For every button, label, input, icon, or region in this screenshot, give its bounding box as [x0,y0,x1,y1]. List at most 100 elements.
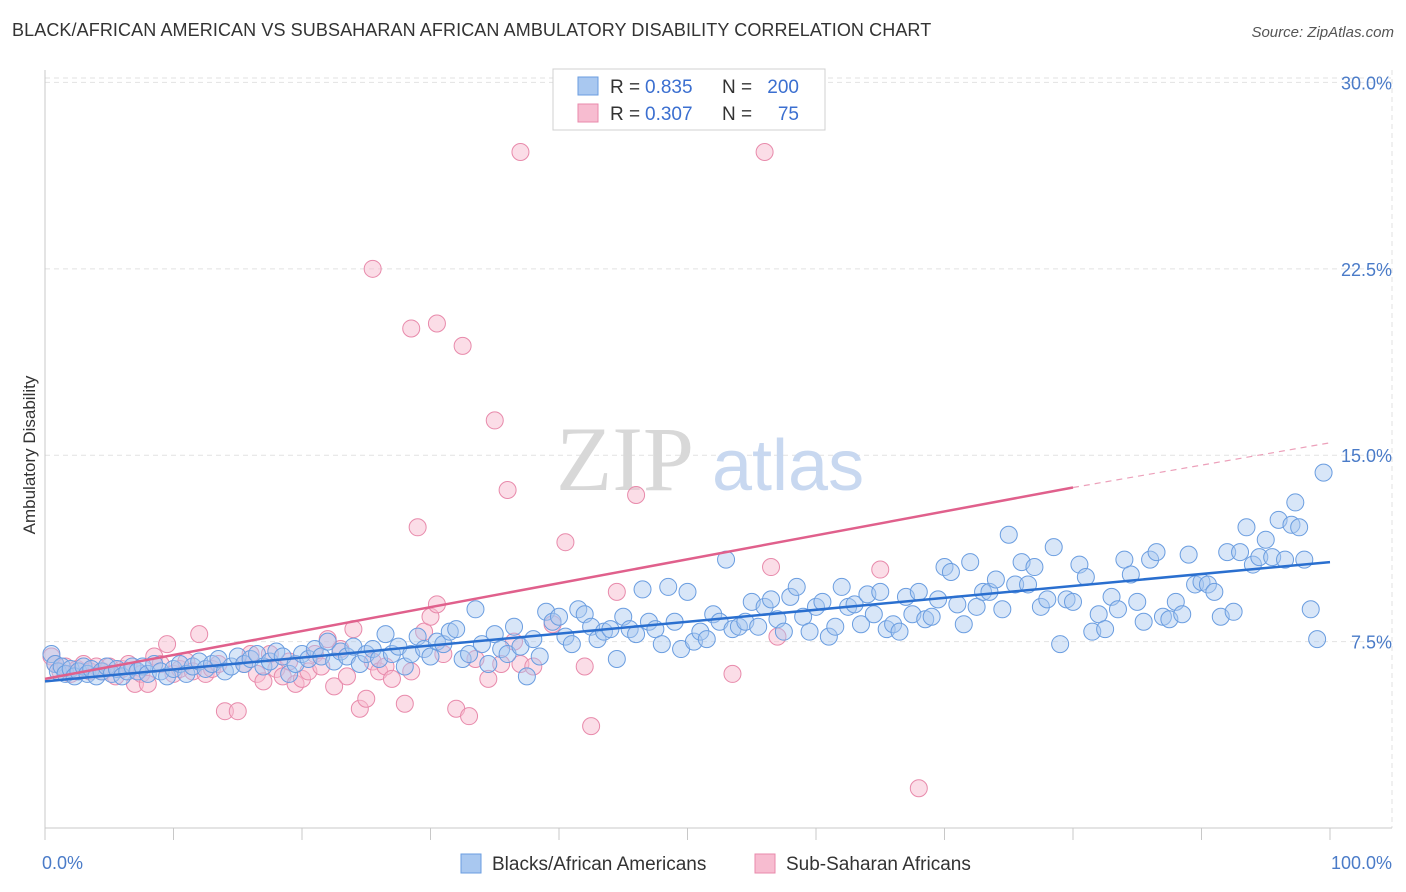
blue-point-192 [1237,518,1256,537]
blue-point-175 [1128,592,1147,611]
blue-point-121 [781,587,800,606]
blue-point-58 [376,625,395,644]
blue-point-146 [941,563,960,582]
legend-r-value-2: 0.307 [645,104,693,125]
chart-title: BLACK/AFRICAN AMERICAN VS SUBSAHARAN AFR… [12,20,932,40]
pink-point-79 [909,779,928,798]
blue-point-173 [1115,550,1134,569]
bottom-legend-swatch-pink [754,853,776,874]
blue-point-116 [749,617,768,636]
blue-point-178 [1147,543,1166,562]
pink-point-82 [363,259,382,278]
blue-point-134 [864,605,883,624]
blue-point-165 [1064,592,1082,611]
blue-point-81 [524,630,543,649]
pink-point-53 [382,669,401,688]
blue-point-128 [826,617,845,636]
blue-point-183 [1179,545,1198,564]
x-tick-label-1: 100.0% [1331,853,1392,873]
legend-box: R = 0.835 N = 200 R = 0.307 N = 75 [552,68,826,131]
blue-trend-line [44,560,1331,683]
pink-point-87 [755,143,774,162]
blue-point-82 [530,647,549,666]
blue-point-194 [1250,548,1269,567]
pink-point-75 [723,664,742,683]
pink-point-76 [762,558,781,577]
blue-point-151 [974,582,993,601]
x-tick-label-0: 0.0% [42,853,83,873]
source-credit: Source: ZipAtlas.com [1251,24,1394,41]
pink-point-65 [492,654,511,673]
blue-point-43 [280,664,299,683]
blue-point-154 [993,600,1012,619]
blue-point-107 [691,622,710,641]
blue-point-85 [550,607,568,626]
legend-swatch-pink [577,103,599,123]
bottom-legend-swatch-blue [460,853,482,874]
blue-point-98 [633,580,652,599]
blue-point-65 [421,647,440,666]
bottom-legend-label-blue: Blacks/African Americans [492,854,706,875]
pink-point-64 [479,669,498,688]
pink-point-49 [357,689,376,708]
blue-point-156 [1006,575,1025,594]
blue-point-205 [1314,463,1333,482]
pink-point-83 [511,143,530,162]
blue-point-124 [800,622,819,641]
blue-point-122 [787,577,806,596]
legend-r-label-1: R = [610,77,640,98]
blue-point-132 [851,615,870,634]
y-axis-label: Ambulatory Disability [20,375,39,534]
blue-point-204 [1308,630,1327,649]
pink-trend-line [44,486,1074,681]
blue-point-101 [652,635,671,654]
legend-n-label-1: N = [722,77,752,98]
blue-point-78 [505,617,524,636]
bottom-legend-label-pink: Sub-Saharan Africans [786,854,971,875]
blue-point-149 [961,553,980,572]
pink-point-16 [138,674,157,693]
blue-point-172 [1108,600,1127,619]
legend-n-value-1: 200 [767,77,799,98]
pink-point-24 [190,625,209,644]
pink-point-44 [325,677,344,696]
blue-point-74 [479,654,498,673]
pink-point-46 [337,667,356,686]
pink-point-85 [485,411,504,430]
blue-point-135 [871,582,890,601]
pink-point-71 [575,657,594,676]
blue-point-191 [1231,543,1250,562]
blue-point-153 [986,570,1005,589]
x-tick-labels: 0.0% 100.0% [42,853,1392,873]
pink-trend-line-extension [1072,442,1331,489]
legend-r-value-1: 0.835 [645,77,693,98]
blue-point-200 [1286,493,1305,512]
blue-point-143 [922,607,941,626]
blue-point-87 [562,635,581,654]
blue-point-182 [1173,605,1192,624]
blue-point-49 [318,632,337,651]
y-tick-label-1: 15.0% [1341,446,1392,466]
y-tick-labels: 7.5% 15.0% 22.5% 30.0% [1341,73,1392,652]
legend-r-label-2: R = [610,104,640,125]
blue-point-195 [1256,530,1275,549]
blue-point-160 [1031,597,1050,616]
blue-point-120 [774,622,793,641]
blue-point-186 [1198,575,1217,594]
pink-point-70 [556,533,575,552]
blue-point-170 [1096,620,1115,639]
pink-point-19 [158,635,177,654]
blue-point-148 [954,615,973,634]
blue-point-155 [999,525,1018,544]
blue-point-161 [1038,590,1057,609]
blue-point-150 [967,597,986,616]
blue-point-102 [659,577,678,596]
blue-point-141 [909,582,928,601]
pink-point-68 [524,657,543,676]
y-tick-label-0: 7.5% [1351,633,1392,653]
blue-point-80 [517,667,536,686]
pink-point-78 [871,560,890,579]
axes [44,70,1392,840]
blue-point-0 [42,645,61,664]
blue-point-24 [158,667,177,686]
